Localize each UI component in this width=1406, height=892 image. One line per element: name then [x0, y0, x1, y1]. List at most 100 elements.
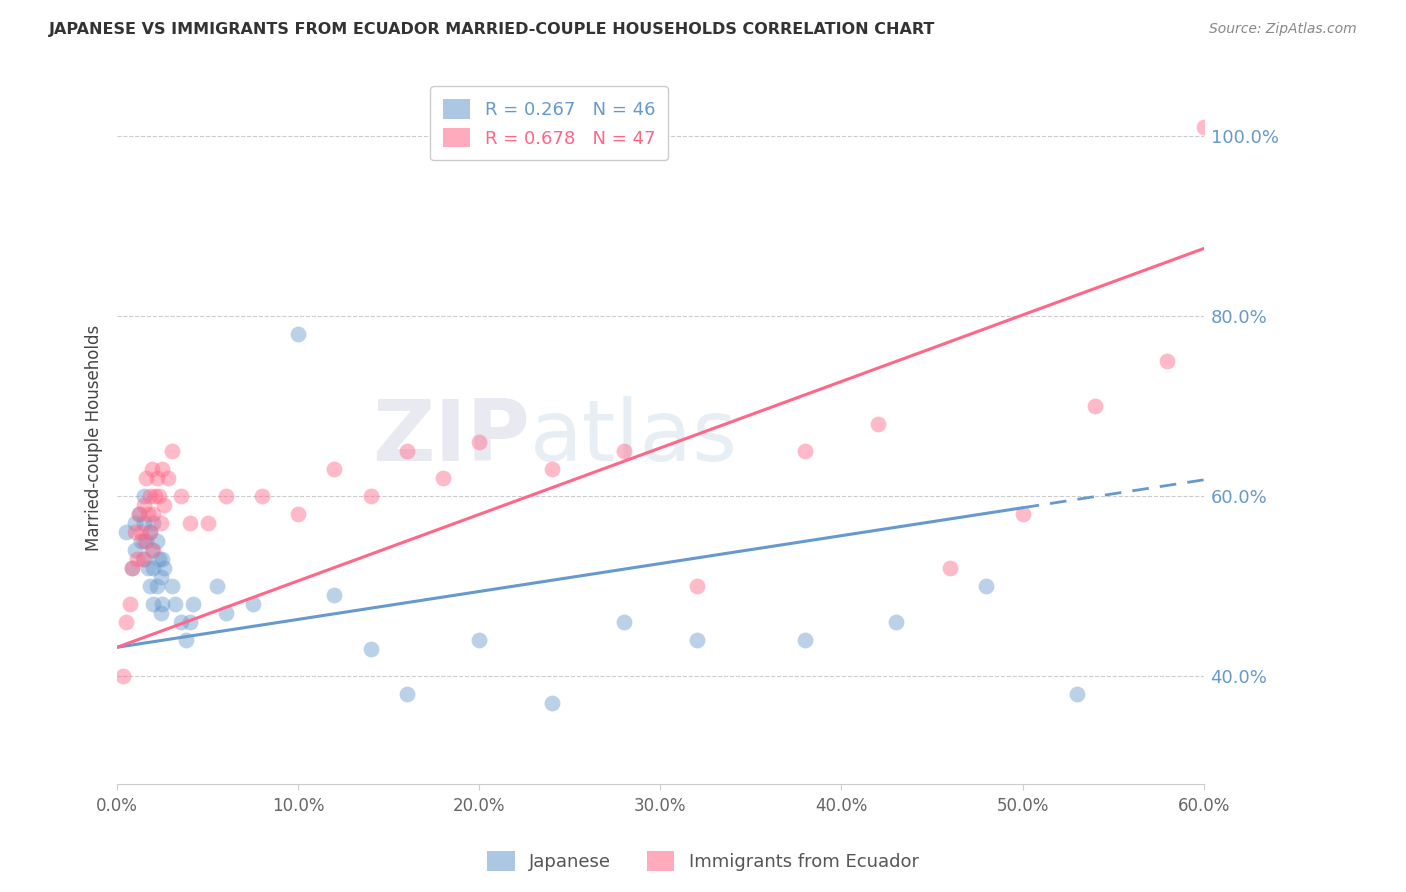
- Point: [323, 462, 346, 476]
- Legend: Japanese, Immigrants from Ecuador: Japanese, Immigrants from Ecuador: [481, 844, 925, 879]
- Point: [287, 507, 309, 521]
- Point: [111, 669, 134, 683]
- Point: [129, 534, 152, 549]
- Point: [884, 615, 907, 629]
- Point: [215, 606, 238, 620]
- Point: [142, 543, 165, 558]
- Point: [1156, 354, 1178, 368]
- Point: [432, 471, 454, 485]
- Point: [395, 444, 418, 458]
- Point: [169, 489, 191, 503]
- Point: [135, 534, 157, 549]
- Point: [153, 561, 176, 575]
- Point: [149, 606, 172, 620]
- Point: [160, 579, 183, 593]
- Point: [141, 462, 163, 476]
- Point: [134, 498, 156, 512]
- Point: [323, 588, 346, 602]
- Point: [866, 417, 889, 431]
- Point: [142, 516, 165, 530]
- Point: [794, 444, 817, 458]
- Point: [174, 633, 197, 648]
- Point: [197, 516, 219, 530]
- Point: [134, 534, 156, 549]
- Point: [124, 516, 146, 530]
- Point: [287, 327, 309, 342]
- Point: [613, 444, 636, 458]
- Point: [395, 687, 418, 701]
- Point: [1066, 687, 1088, 701]
- Point: [1084, 399, 1107, 413]
- Point: [148, 552, 170, 566]
- Point: [143, 489, 166, 503]
- Point: [139, 489, 162, 503]
- Point: [613, 615, 636, 629]
- Point: [179, 615, 201, 629]
- Point: [152, 462, 174, 476]
- Point: [135, 471, 157, 485]
- Point: [685, 633, 707, 648]
- Point: [540, 462, 562, 476]
- Point: [468, 633, 491, 648]
- Point: [134, 489, 156, 503]
- Point: [540, 696, 562, 710]
- Point: [181, 597, 204, 611]
- Point: [142, 561, 165, 575]
- Point: [146, 534, 169, 549]
- Point: [153, 498, 176, 512]
- Point: [146, 471, 169, 485]
- Point: [360, 642, 382, 657]
- Point: [215, 489, 238, 503]
- Point: [124, 524, 146, 539]
- Text: Source: ZipAtlas.com: Source: ZipAtlas.com: [1209, 22, 1357, 37]
- Point: [136, 507, 159, 521]
- Point: [939, 561, 962, 575]
- Point: [360, 489, 382, 503]
- Point: [118, 597, 141, 611]
- Point: [242, 597, 264, 611]
- Y-axis label: Married-couple Households: Married-couple Households: [86, 325, 103, 550]
- Point: [139, 524, 162, 539]
- Point: [115, 524, 138, 539]
- Point: [115, 615, 138, 629]
- Legend: R = 0.267   N = 46, R = 0.678   N = 47: R = 0.267 N = 46, R = 0.678 N = 47: [430, 87, 668, 161]
- Point: [152, 597, 174, 611]
- Point: [134, 516, 156, 530]
- Text: atlas: atlas: [530, 396, 738, 479]
- Point: [128, 507, 150, 521]
- Point: [149, 570, 172, 584]
- Point: [205, 579, 228, 593]
- Text: JAPANESE VS IMMIGRANTS FROM ECUADOR MARRIED-COUPLE HOUSEHOLDS CORRELATION CHART: JAPANESE VS IMMIGRANTS FROM ECUADOR MARR…: [49, 22, 935, 37]
- Point: [139, 524, 162, 539]
- Point: [685, 579, 707, 593]
- Point: [152, 552, 174, 566]
- Point: [121, 561, 143, 575]
- Point: [179, 516, 201, 530]
- Point: [134, 552, 156, 566]
- Point: [141, 543, 163, 558]
- Point: [146, 579, 169, 593]
- Point: [160, 444, 183, 458]
- Point: [149, 516, 172, 530]
- Point: [124, 543, 146, 558]
- Point: [128, 507, 150, 521]
- Point: [131, 552, 153, 566]
- Point: [794, 633, 817, 648]
- Point: [250, 489, 273, 503]
- Point: [139, 579, 162, 593]
- Point: [468, 435, 491, 450]
- Point: [121, 561, 143, 575]
- Point: [156, 471, 179, 485]
- Point: [129, 524, 152, 539]
- Text: ZIP: ZIP: [373, 396, 530, 479]
- Point: [974, 579, 997, 593]
- Point: [148, 489, 170, 503]
- Point: [1011, 507, 1033, 521]
- Point: [165, 597, 187, 611]
- Point: [127, 552, 149, 566]
- Point: [1192, 120, 1215, 134]
- Point: [169, 615, 191, 629]
- Point: [142, 597, 165, 611]
- Point: [136, 561, 159, 575]
- Point: [142, 507, 165, 521]
